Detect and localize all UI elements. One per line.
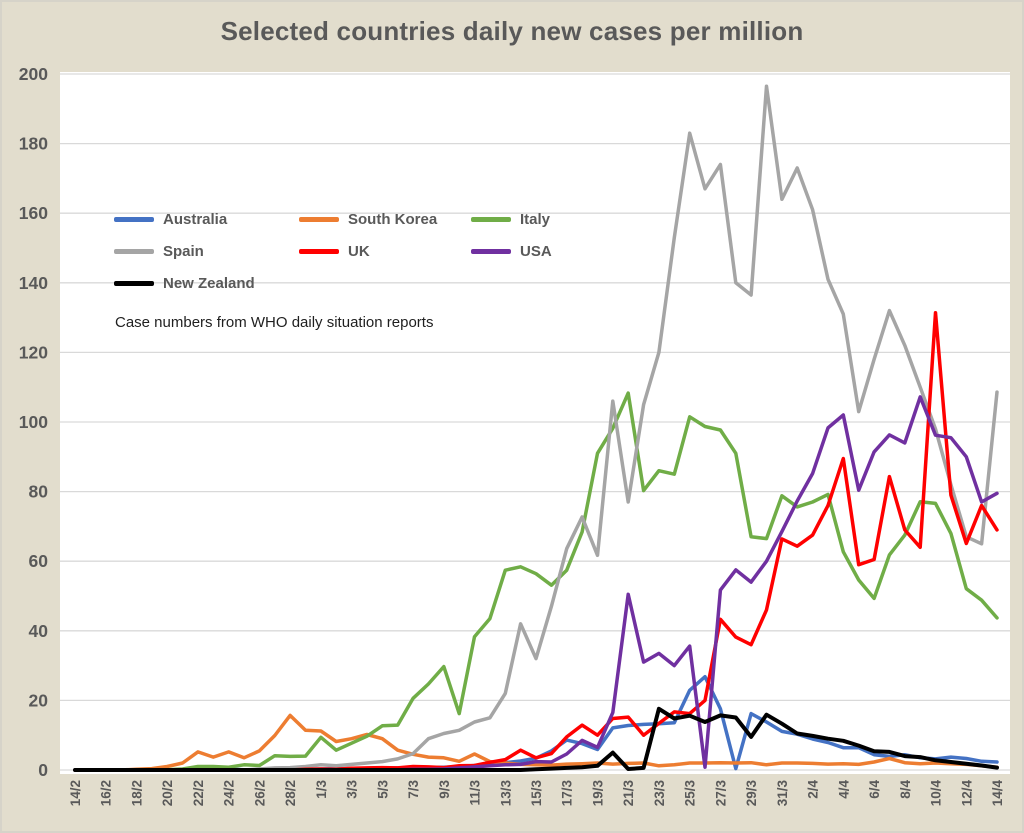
x-axis-label-7-3: 7/3	[406, 780, 421, 799]
x-axis-label-10-4: 10/4	[929, 780, 944, 807]
x-axis-label-17-3: 17/3	[560, 780, 575, 807]
chart-caption: Case numbers from WHO daily situation re…	[115, 314, 434, 331]
y-axis-label-80: 80	[29, 482, 49, 502]
x-axis-label-5-3: 5/3	[375, 780, 390, 799]
x-axis-label-4-4: 4/4	[836, 780, 851, 799]
x-axis-label-16-2: 16/2	[99, 780, 114, 806]
y-axis-label-120: 120	[19, 342, 48, 362]
x-axis-label-18-2: 18/2	[130, 780, 145, 806]
x-axis-label-27-3: 27/3	[713, 780, 728, 807]
chart-title: Selected countries daily new cases per m…	[220, 16, 804, 46]
x-axis-label-21-3: 21/3	[621, 780, 636, 807]
x-axis-label-19-3: 19/3	[591, 780, 606, 807]
x-axis-label-14-4: 14/4	[990, 780, 1005, 807]
x-axis-label-11-3: 11/3	[468, 780, 483, 806]
x-axis-label-31-3: 31/3	[775, 780, 790, 807]
x-axis-label-28-2: 28/2	[283, 780, 298, 806]
y-axis-label-200: 200	[19, 64, 48, 84]
y-axis-label-180: 180	[19, 134, 48, 154]
x-axis-label-14-2: 14/2	[68, 780, 83, 806]
y-axis-label-100: 100	[19, 412, 48, 432]
y-axis-label-60: 60	[29, 551, 49, 571]
x-axis-label-29-3: 29/3	[744, 780, 759, 807]
y-axis-label-140: 140	[19, 273, 48, 293]
x-axis-label-8-4: 8/4	[898, 780, 913, 799]
x-axis-label-20-2: 20/2	[160, 780, 175, 806]
x-axis-label-3-3: 3/3	[345, 780, 360, 799]
series-line-italy	[73, 391, 999, 772]
x-axis-label-12-4: 12/4	[959, 780, 974, 807]
y-axis-label-0: 0	[38, 760, 48, 780]
x-axis-label-2-4: 2/4	[806, 780, 821, 799]
x-axis-label-9-3: 9/3	[437, 780, 452, 799]
series-line-south-korea	[73, 713, 999, 772]
series-line-new-zealand	[73, 706, 999, 772]
x-axis-label-23-3: 23/3	[652, 780, 667, 807]
plot-background	[60, 72, 1010, 774]
x-axis-label-1-3: 1/3	[314, 780, 329, 799]
x-axis-label-6-4: 6/4	[867, 780, 882, 799]
y-axis-label-20: 20	[29, 690, 49, 710]
x-axis-label-26-2: 26/2	[252, 780, 267, 806]
x-axis-label-25-3: 25/3	[683, 780, 698, 807]
x-axis-label-15-3: 15/3	[529, 780, 544, 807]
x-axis-label-24-2: 24/2	[222, 780, 237, 806]
x-axis-label-22-2: 22/2	[191, 780, 206, 806]
y-axis-label-160: 160	[19, 203, 48, 223]
y-axis-label-40: 40	[29, 621, 49, 641]
x-axis-label-13-3: 13/3	[498, 780, 513, 807]
